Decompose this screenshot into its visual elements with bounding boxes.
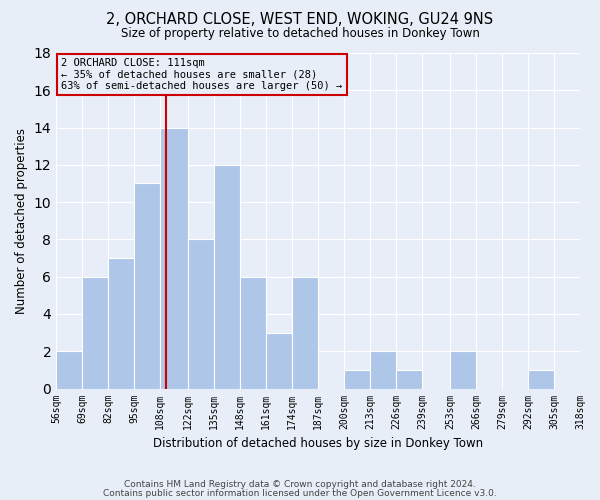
X-axis label: Distribution of detached houses by size in Donkey Town: Distribution of detached houses by size … xyxy=(153,437,483,450)
Text: Size of property relative to detached houses in Donkey Town: Size of property relative to detached ho… xyxy=(121,28,479,40)
Bar xyxy=(240,276,266,388)
Bar xyxy=(134,184,160,388)
Bar xyxy=(188,240,214,388)
Bar xyxy=(160,128,188,388)
Bar xyxy=(56,352,82,389)
Text: 2 ORCHARD CLOSE: 111sqm
← 35% of detached houses are smaller (28)
63% of semi-de: 2 ORCHARD CLOSE: 111sqm ← 35% of detache… xyxy=(61,58,343,91)
Bar xyxy=(266,332,292,388)
Bar xyxy=(370,352,396,389)
Bar xyxy=(108,258,134,388)
Bar xyxy=(344,370,370,388)
Text: Contains HM Land Registry data © Crown copyright and database right 2024.: Contains HM Land Registry data © Crown c… xyxy=(124,480,476,489)
Bar xyxy=(450,352,476,389)
Text: 2, ORCHARD CLOSE, WEST END, WOKING, GU24 9NS: 2, ORCHARD CLOSE, WEST END, WOKING, GU24… xyxy=(106,12,494,28)
Bar xyxy=(214,165,240,388)
Bar xyxy=(528,370,554,388)
Y-axis label: Number of detached properties: Number of detached properties xyxy=(15,128,28,314)
Bar xyxy=(82,276,108,388)
Bar xyxy=(292,276,318,388)
Text: Contains public sector information licensed under the Open Government Licence v3: Contains public sector information licen… xyxy=(103,488,497,498)
Bar xyxy=(396,370,422,388)
